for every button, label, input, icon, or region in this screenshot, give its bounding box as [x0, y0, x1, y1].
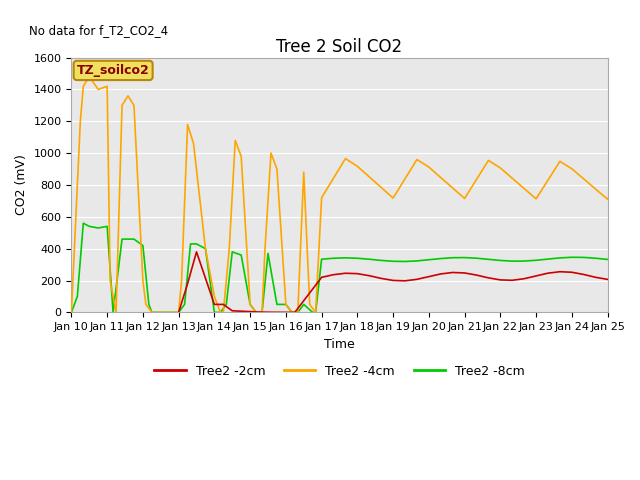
- Y-axis label: CO2 (mV): CO2 (mV): [15, 155, 28, 216]
- Text: No data for f_T2_CO2_4: No data for f_T2_CO2_4: [29, 24, 168, 37]
- Title: Tree 2 Soil CO2: Tree 2 Soil CO2: [276, 38, 403, 56]
- X-axis label: Time: Time: [324, 337, 355, 351]
- Text: TZ_soilco2: TZ_soilco2: [77, 64, 150, 77]
- Legend: Tree2 -2cm, Tree2 -4cm, Tree2 -8cm: Tree2 -2cm, Tree2 -4cm, Tree2 -8cm: [149, 360, 530, 383]
